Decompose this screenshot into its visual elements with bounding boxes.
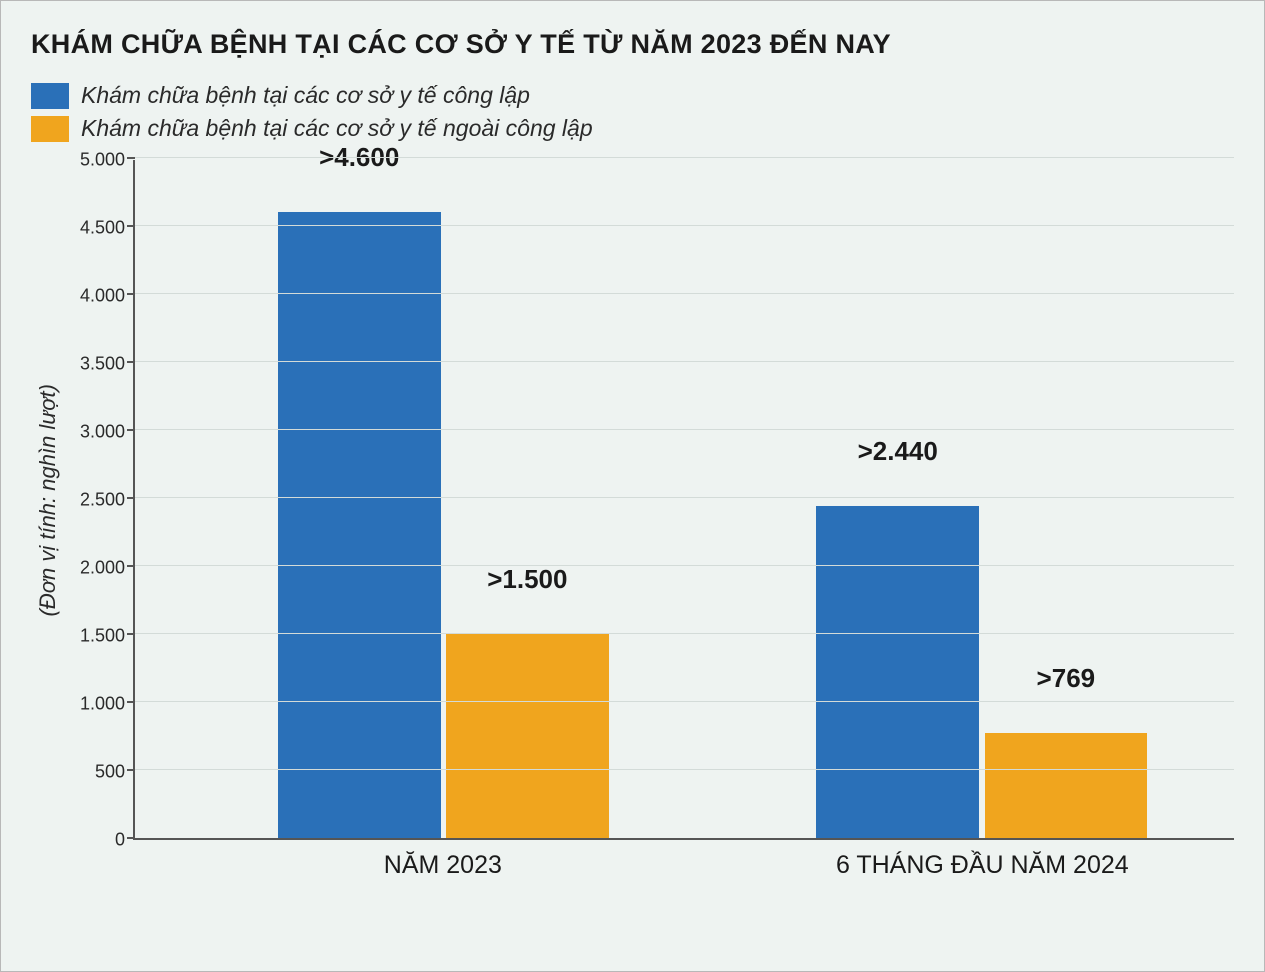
bar-private <box>446 634 609 838</box>
bar-value-label: >1.500 <box>487 564 567 599</box>
bar-public <box>278 212 441 838</box>
y-tick-mark <box>127 769 135 771</box>
bar-value-label: >4.600 <box>319 142 399 177</box>
grid-line <box>135 225 1234 226</box>
y-tick-label: 1.500 <box>80 626 125 647</box>
grid-line <box>135 361 1234 362</box>
y-tick-mark <box>127 293 135 295</box>
grid-line <box>135 565 1234 566</box>
y-tick-label: 2.000 <box>80 558 125 579</box>
legend-swatch-1 <box>31 116 69 142</box>
y-tick-label: 4.000 <box>80 286 125 307</box>
grid-line <box>135 293 1234 294</box>
bar-value-label: >769 <box>1037 663 1096 698</box>
y-tick-mark <box>127 225 135 227</box>
y-tick-label: 3.500 <box>80 354 125 375</box>
y-tick-label: 2.500 <box>80 490 125 511</box>
y-tick-mark <box>127 633 135 635</box>
y-axis-title: (Đơn vị tính: nghìn lượt) <box>31 384 65 617</box>
y-tick-mark <box>127 157 135 159</box>
bar-value-label: >2.440 <box>858 436 938 471</box>
x-axis-labels: NĂM 2023 6 THÁNG ĐẦU NĂM 2024 <box>134 847 1235 887</box>
legend: Khám chữa bệnh tại các cơ sở y tế công l… <box>31 82 1234 142</box>
plot-wrap: (Đơn vị tính: nghìn lượt) 05001.0001.500… <box>31 160 1234 840</box>
y-tick-mark <box>127 361 135 363</box>
chart-title: KHÁM CHỮA BỆNH TẠI CÁC CƠ SỞ Y TẾ TỪ NĂM… <box>31 29 1234 60</box>
x-axis-category-label: NĂM 2023 <box>384 851 502 880</box>
y-tick-mark <box>127 565 135 567</box>
legend-item: Khám chữa bệnh tại các cơ sở y tế công l… <box>31 82 1234 109</box>
y-tick-label: 500 <box>95 762 125 783</box>
y-tick-label: 5.000 <box>80 150 125 171</box>
legend-swatch-0 <box>31 83 69 109</box>
grid-line <box>135 429 1234 430</box>
bar-public <box>816 506 979 838</box>
legend-item: Khám chữa bệnh tại các cơ sở y tế ngoài … <box>31 115 1234 142</box>
y-tick-mark <box>127 429 135 431</box>
y-tick-label: 0 <box>115 830 125 851</box>
bar-private <box>985 733 1148 838</box>
grid-line <box>135 633 1234 634</box>
legend-label-1: Khám chữa bệnh tại các cơ sở y tế ngoài … <box>81 115 593 142</box>
y-tick-label: 1.000 <box>80 694 125 715</box>
chart-container: KHÁM CHỮA BỆNH TẠI CÁC CƠ SỞ Y TẾ TỪ NĂM… <box>0 0 1265 972</box>
grid-line <box>135 157 1234 158</box>
plot-area: >4.600>1.500>2.440>769 <box>133 160 1234 840</box>
y-tick-mark <box>127 837 135 839</box>
y-tick-label: 3.000 <box>80 422 125 443</box>
y-axis-ticks: 05001.0001.5002.0002.5003.0003.5004.0004… <box>65 160 133 840</box>
grid-line <box>135 701 1234 702</box>
y-tick-mark <box>127 701 135 703</box>
y-tick-mark <box>127 497 135 499</box>
y-tick-label: 4.500 <box>80 218 125 239</box>
bars-layer: >4.600>1.500>2.440>769 <box>135 160 1234 838</box>
grid-line <box>135 769 1234 770</box>
legend-label-0: Khám chữa bệnh tại các cơ sở y tế công l… <box>81 82 530 109</box>
x-axis-category-label: 6 THÁNG ĐẦU NĂM 2024 <box>836 851 1129 880</box>
grid-line <box>135 497 1234 498</box>
